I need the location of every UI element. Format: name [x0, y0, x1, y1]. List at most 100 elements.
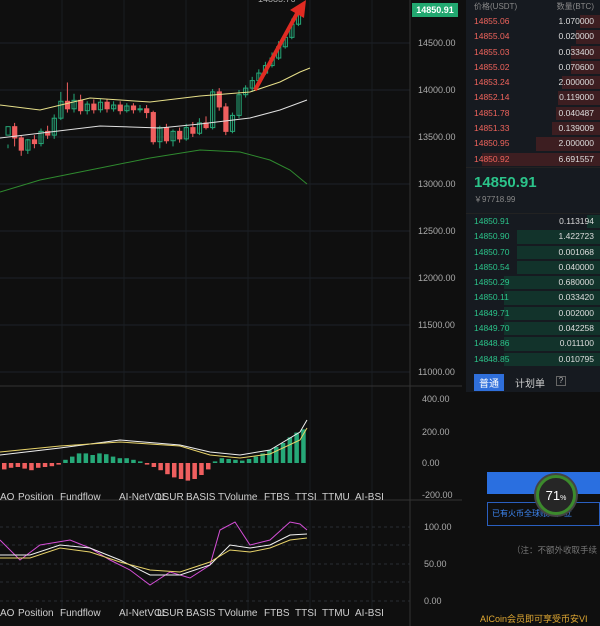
- candle-body: [210, 91, 216, 129]
- price-tick-label: 11000.00: [418, 367, 455, 377]
- macd-bar: [138, 461, 143, 463]
- candle-body: [78, 99, 84, 112]
- candle-body: [130, 105, 137, 111]
- macd-bar: [151, 463, 157, 467]
- ask-row[interactable]: 14855.06 1.070000: [466, 14, 600, 29]
- red-arrow-annotation: [253, 0, 306, 91]
- order-price: 14852.14: [474, 92, 510, 103]
- indicator-tab[interactable]: BASIS: [186, 492, 216, 503]
- indicator-tab[interactable]: TTMU: [322, 608, 350, 619]
- candle-body: [12, 126, 18, 139]
- macd-bar: [199, 463, 204, 475]
- order-amount: 2.000000: [558, 138, 594, 149]
- order-amount: 0.011100: [559, 338, 594, 349]
- bid-row[interactable]: 14849.71 0.002000: [466, 306, 600, 321]
- macd-bar: [158, 463, 163, 471]
- bid-list[interactable]: 14850.91 0.113194 14850.90 1.422723 14850.70…: [466, 214, 600, 367]
- depth-bar: [503, 337, 600, 351]
- indicator-tab[interactable]: TVolume: [218, 492, 258, 503]
- order-price: 14855.04: [474, 31, 510, 42]
- bid-row[interactable]: 14848.86 0.011100: [466, 336, 600, 351]
- kline-chart[interactable]: 14500.00 14000.00 13500.00 13000.00 12500.00…: [0, 0, 462, 626]
- tab-plan-order[interactable]: 计划单: [515, 379, 545, 390]
- order-price: 14850.54: [474, 261, 510, 272]
- indicator-tab[interactable]: TTMU: [322, 492, 350, 503]
- indicator-tab[interactable]: Fundflow: [60, 492, 101, 503]
- bid-row[interactable]: 14850.11 0.033420: [466, 290, 600, 305]
- ask-row[interactable]: 14850.95 2.000000: [466, 136, 600, 151]
- macd-bar: [131, 459, 136, 463]
- macd-bar: [49, 463, 55, 467]
- arrow-shaft: [253, 7, 302, 91]
- indicator-tab[interactable]: FTBS: [264, 492, 290, 503]
- last-price-tag: 14850.91: [412, 3, 458, 17]
- candle-body: [31, 139, 38, 145]
- depth-bar: [575, 30, 600, 44]
- osc-line-1: [0, 521, 308, 586]
- ask-row[interactable]: 14855.02 0.070600: [466, 60, 600, 75]
- macd-bar: [110, 456, 116, 463]
- macd-tick-label: 400.00: [422, 394, 450, 404]
- arrow-head: [290, 0, 306, 18]
- ask-row[interactable]: 14853.24 2.000000: [466, 75, 600, 90]
- ask-row[interactable]: 14855.03 0.033400: [466, 45, 600, 60]
- order-price: 14850.70: [474, 246, 510, 257]
- depth-bar: [551, 122, 600, 136]
- bid-row[interactable]: 14850.91 0.113194: [466, 214, 600, 229]
- vip-promo-text[interactable]: AICoin会员即可享受币安VI: [480, 614, 588, 624]
- tab-normal[interactable]: 普通: [474, 374, 504, 391]
- orderbook[interactable]: 价格(USDT) 数量(BTC) 14855.06 1.070000 14855.0…: [466, 0, 600, 626]
- indicator-tab[interactable]: TTSI: [295, 492, 317, 503]
- bid-row[interactable]: 14850.54 0.040000: [466, 260, 600, 275]
- macd-bar: [165, 463, 170, 475]
- candle-body: [97, 101, 104, 111]
- indicator-tab[interactable]: AO: [0, 608, 15, 619]
- indicator-tab[interactable]: AI-BSI: [355, 608, 384, 619]
- depth-bar: [558, 91, 600, 105]
- ask-row[interactable]: 14851.78 0.040487: [466, 106, 600, 121]
- mid-price-box: 14850.91 ￥97718.99: [466, 166, 600, 214]
- bid-row[interactable]: 14850.70 0.001068: [466, 245, 600, 260]
- depth-bar: [503, 352, 600, 366]
- order-amount: 2.000000: [558, 77, 594, 88]
- order-type-tabs[interactable]: 普通 计划单 ?: [474, 374, 566, 391]
- candle-body: [190, 127, 196, 134]
- candle-body: [177, 130, 183, 140]
- order-price: 14855.06: [474, 16, 510, 26]
- ask-list[interactable]: 14855.06 1.070000 14855.04 0.020000 14855.03…: [466, 14, 600, 167]
- macd-bar: [301, 429, 306, 463]
- ask-row[interactable]: 14851.33 0.139009: [466, 121, 600, 136]
- candle-body: [163, 127, 170, 142]
- ask-row[interactable]: 14850.92 6.691557: [466, 152, 600, 167]
- signal-line: [0, 427, 308, 459]
- order-amount: 0.042258: [558, 323, 594, 334]
- indicator-tab[interactable]: Fundflow: [60, 608, 101, 619]
- depth-bar: [570, 60, 600, 75]
- indicator-tab[interactable]: Position: [18, 608, 54, 619]
- ask-row[interactable]: 14852.14 0.119000: [466, 90, 600, 105]
- indicator-tab[interactable]: FTBS: [264, 608, 290, 619]
- progress-gauge[interactable]: 71%: [536, 475, 576, 515]
- indicator-tab[interactable]: AI-NetVOL: [119, 608, 168, 619]
- help-icon[interactable]: ?: [556, 376, 566, 386]
- indicator-tab[interactable]: BASIS: [186, 608, 216, 619]
- indicator-tab[interactable]: LSUR: [157, 492, 184, 503]
- macd-bar: [192, 463, 197, 479]
- indicator-tab[interactable]: AO: [0, 492, 15, 503]
- indicator-tab[interactable]: LSUR: [157, 608, 184, 619]
- order-amount: 0.040000: [558, 261, 594, 272]
- depth-bar: [562, 76, 600, 90]
- ask-row[interactable]: 14855.04 0.020000: [466, 29, 600, 44]
- chart-area[interactable]: 14500.00 14000.00 13500.00 13000.00 12500.00…: [0, 0, 462, 626]
- macd-bar: [63, 459, 68, 463]
- macd-bar: [172, 463, 177, 478]
- indicator-tab[interactable]: Position: [18, 492, 54, 503]
- bid-row[interactable]: 14850.90 1.422723: [466, 229, 600, 244]
- indicator-tab[interactable]: AI-BSI: [355, 492, 384, 503]
- bid-row[interactable]: 14850.29 0.680000: [466, 275, 600, 290]
- bid-row[interactable]: 14848.85 0.010795: [466, 352, 600, 367]
- indicator-tab[interactable]: TTSI: [295, 608, 317, 619]
- bid-row[interactable]: 14849.70 0.042258: [466, 321, 600, 336]
- indicator-tab[interactable]: TVolume: [218, 608, 258, 619]
- indicator-tab[interactable]: AI-NetVOL: [119, 492, 168, 503]
